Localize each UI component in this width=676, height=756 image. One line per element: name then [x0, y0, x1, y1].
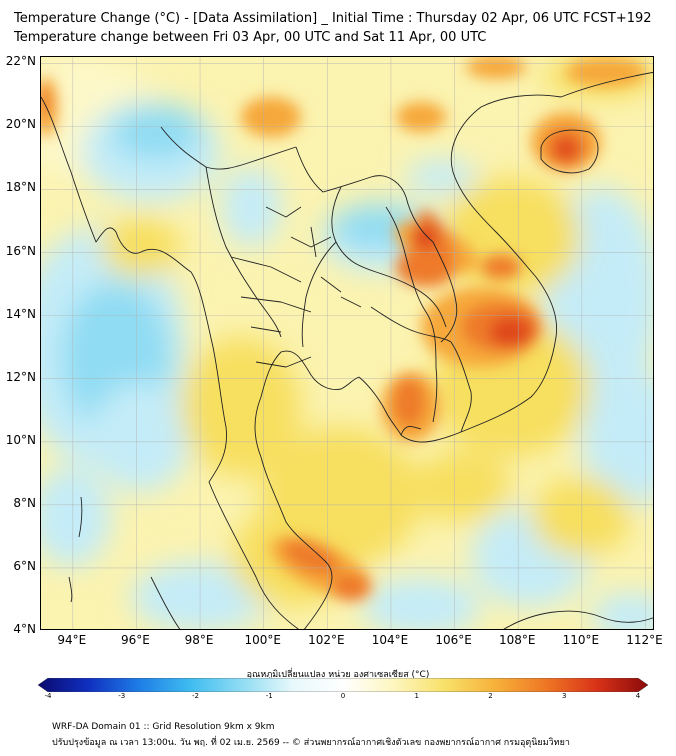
colorbar-tick-label: 2: [488, 692, 493, 700]
andaman-islands: [68, 496, 83, 603]
longitude-label: 102°E: [308, 633, 345, 647]
map-canvas: [41, 57, 653, 629]
river-mekong: [385, 206, 438, 423]
longitude-label: 94°E: [57, 633, 87, 647]
latitude-label: 20°N: [5, 117, 36, 132]
footer-model-info: WRF-DA Domain 01 :: Grid Resolution 9km …: [52, 722, 275, 732]
colorbar-tick-label: -2: [192, 692, 199, 700]
sumatra-coast: [150, 576, 181, 629]
temperature-field-broad: [41, 57, 653, 629]
latitude-label: 14°N: [5, 306, 36, 321]
province-lines: [230, 206, 362, 368]
longitude-label: 112°E: [626, 633, 663, 647]
indochina-coast: [400, 94, 562, 443]
china-coast: [560, 71, 653, 98]
latitude-label: 6°N: [13, 558, 36, 573]
border-5: [432, 241, 458, 343]
latitude-label: 10°N: [5, 432, 36, 447]
colorbar: [38, 678, 649, 692]
latitude-label: 8°N: [13, 495, 36, 510]
longitude-label: 98°E: [184, 633, 214, 647]
mekong-delta: [400, 425, 422, 436]
borneo-coast: [503, 610, 653, 629]
longitude-label: 100°E: [244, 633, 281, 647]
longitude-label: 96°E: [121, 633, 150, 647]
longitude-label: 110°E: [562, 633, 600, 647]
graticule: [41, 57, 653, 629]
colorbar-tick-label: 1: [414, 692, 419, 700]
latitude-label: 18°N: [5, 180, 36, 195]
border-1: [160, 126, 297, 170]
longitude-label: 108°E: [498, 633, 536, 647]
colorbar-tick-label: -3: [118, 692, 126, 700]
map-title: Temperature Change (°C) - [Data Assimila…: [14, 11, 652, 26]
coastlines-and-borders: [41, 71, 653, 629]
temperature-field-hotspots: [41, 57, 646, 601]
border-3: [295, 146, 434, 243]
temperature-change-map: [40, 56, 654, 630]
border-7: [370, 306, 452, 343]
longitude-label: 104°E: [371, 633, 409, 647]
colorbar-tick-label: 0: [340, 692, 346, 700]
hainan-island: [540, 129, 599, 174]
mainland-coast: [41, 96, 300, 629]
colorbar-bar: [38, 678, 649, 692]
border-2: [205, 166, 282, 338]
longitude-label: 106°E: [435, 633, 472, 647]
gulf-coast: [358, 376, 402, 436]
peninsula-east-coast: [254, 350, 360, 629]
colorbar-tick-label: 4: [635, 692, 641, 700]
colorbar-tick-label: -4: [44, 692, 52, 700]
border-4: [331, 186, 447, 328]
map-subtitle: Temperature change between Fri 03 Apr, 0…: [14, 30, 487, 45]
colorbar-label: อุณหภูมิเปลี่ยนแปลง หน่วย องศาเซลเซียส (…: [246, 670, 430, 680]
colorbar-tick-label: -1: [265, 692, 273, 700]
latitude-label: 4°N: [13, 622, 36, 636]
border-8: [450, 341, 472, 433]
latitude-label: 22°N: [5, 54, 36, 69]
footer-credit: ปรับปรุงข้อมูล ณ เวลา 13:00น. วัน พฤ. ที…: [52, 738, 570, 748]
latitude-label: 16°N: [5, 243, 36, 258]
latitude-label: 12°N: [5, 369, 36, 384]
colorbar-tick-label: 3: [562, 692, 567, 700]
border-6: [301, 241, 337, 348]
